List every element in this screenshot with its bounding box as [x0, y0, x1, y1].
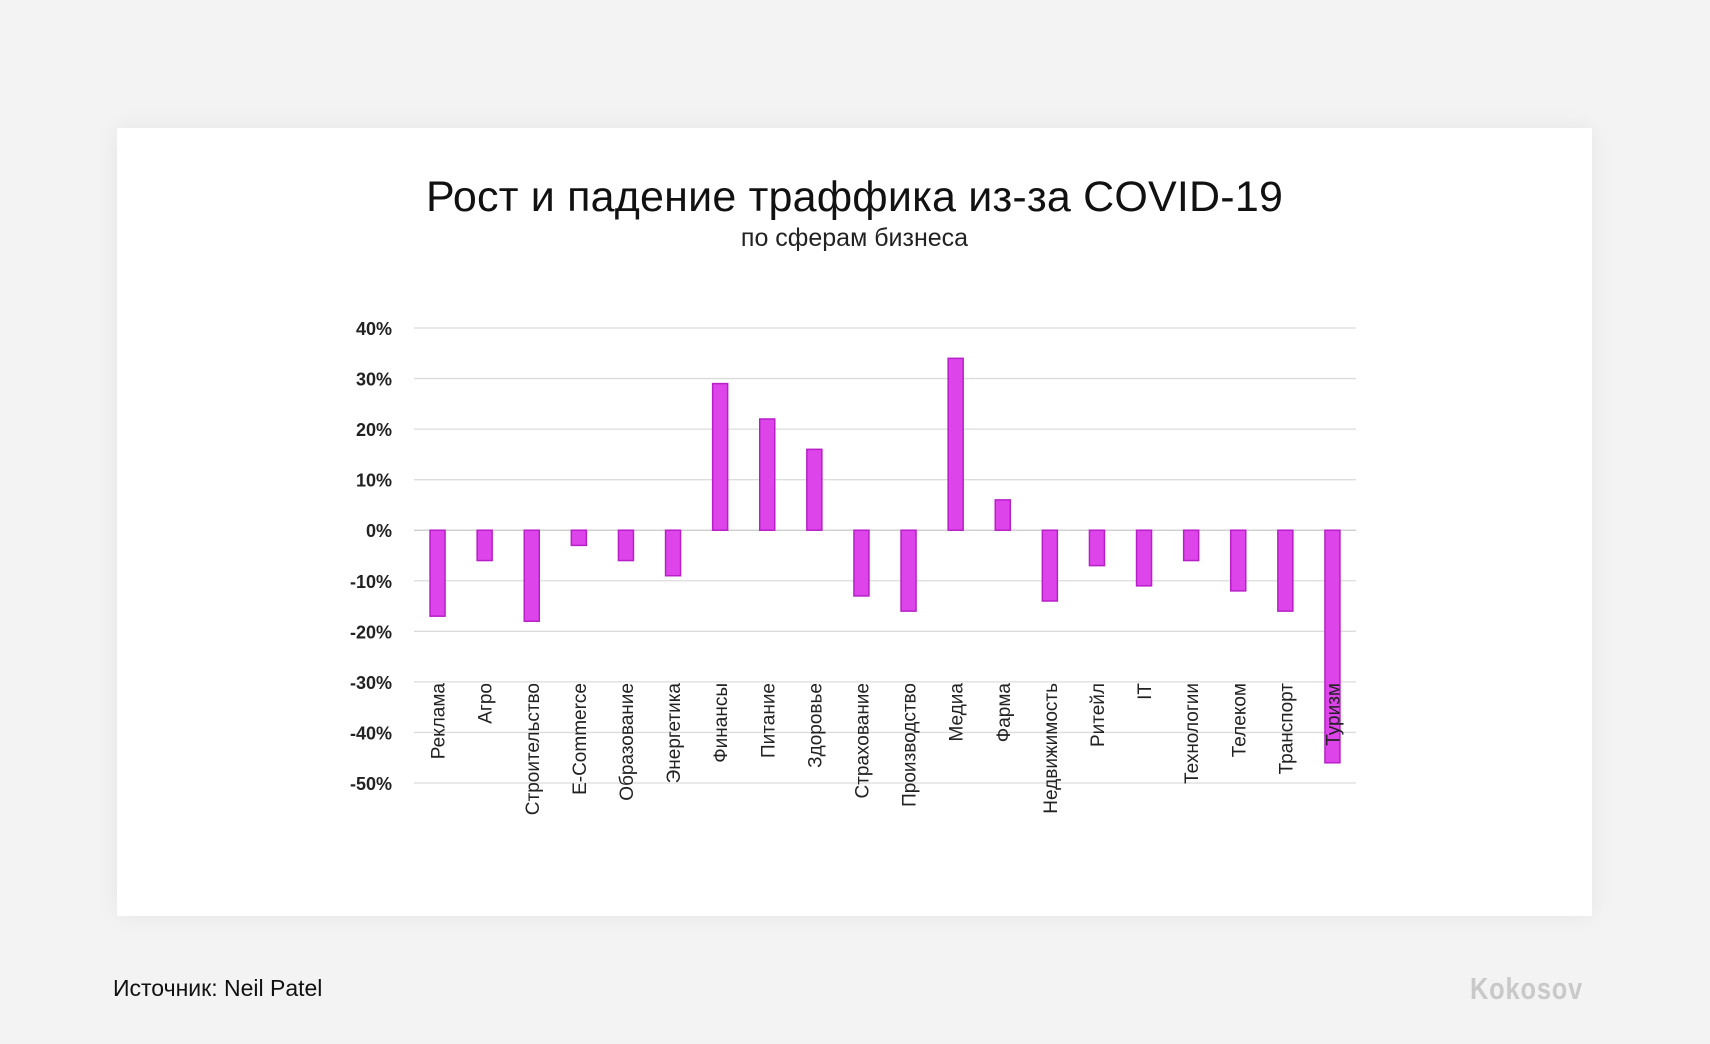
- bar: [1135, 529, 1153, 587]
- bar: [476, 529, 493, 562]
- bar: [994, 499, 1011, 531]
- y-tick-label: 30%: [356, 370, 392, 390]
- y-tick-label: 10%: [356, 471, 392, 491]
- bar: [664, 529, 682, 577]
- bar: [1230, 529, 1247, 592]
- bar: [1088, 529, 1106, 567]
- chart-title: Рост и падение траффика из-за COVID-19: [425, 173, 1284, 221]
- y-tick-label: 0%: [366, 521, 392, 541]
- chart-subtitle: по сферам бизнеса: [740, 224, 969, 252]
- y-tick-label: -30%: [350, 673, 392, 693]
- x-category-label: Недвижимость: [1041, 683, 1062, 814]
- x-category-label: Реклама: [429, 683, 450, 760]
- x-category-label: Здоровье: [805, 683, 826, 768]
- x-category-label: Образование: [617, 683, 638, 801]
- x-category-label: Медиа: [947, 683, 968, 742]
- bar: [1041, 529, 1059, 602]
- bar: [900, 529, 917, 612]
- x-category-label: Агро: [476, 683, 497, 724]
- bar: [523, 529, 540, 622]
- chart-card: Рост и падение траффика из-за COVID-19 п…: [117, 128, 1592, 916]
- y-tick-label: -10%: [350, 572, 392, 592]
- x-category-label: Страхование: [852, 683, 873, 799]
- source-caption: Источник: Neil Patel: [113, 975, 323, 1001]
- x-category-label: Питание: [758, 683, 779, 758]
- y-tick-label: -20%: [350, 622, 392, 642]
- bar: [1277, 529, 1294, 612]
- x-category-label: Ритейл: [1088, 683, 1109, 747]
- y-tick-label: 40%: [356, 319, 392, 339]
- x-category-label: E-Commerce: [570, 683, 591, 795]
- bar: [1182, 529, 1200, 562]
- x-category-label: IT: [1135, 683, 1156, 700]
- x-category-label: Энергетика: [664, 683, 685, 784]
- bar: [853, 529, 870, 597]
- x-category-label: Транспорт: [1276, 683, 1297, 775]
- bar: [570, 529, 588, 547]
- y-tick-label: 20%: [356, 420, 392, 440]
- x-category-label: Строительство: [523, 683, 544, 815]
- x-category-label: Технологии: [1182, 683, 1203, 784]
- bar: [711, 382, 729, 531]
- bar: [1324, 529, 1341, 764]
- bar: [806, 448, 823, 531]
- bar-chart: 40% 30% 20% 10% 0% -10% -20% -30% -40% -50% Реклам…: [350, 319, 1356, 815]
- x-category-label: Финансы: [711, 683, 732, 763]
- bar: [429, 529, 446, 617]
- bar: [759, 418, 776, 531]
- y-tick-label: -50%: [350, 774, 392, 794]
- bar: [617, 529, 635, 562]
- x-category-label: Туризм: [1323, 683, 1344, 746]
- brand-logo: Kokosov: [1470, 971, 1584, 1006]
- x-category-label: Фарма: [994, 683, 1015, 743]
- x-category-label: Производство: [900, 683, 921, 807]
- x-category-label: Телеком: [1229, 683, 1250, 757]
- bar: [947, 357, 964, 531]
- y-tick-label: -40%: [350, 723, 392, 743]
